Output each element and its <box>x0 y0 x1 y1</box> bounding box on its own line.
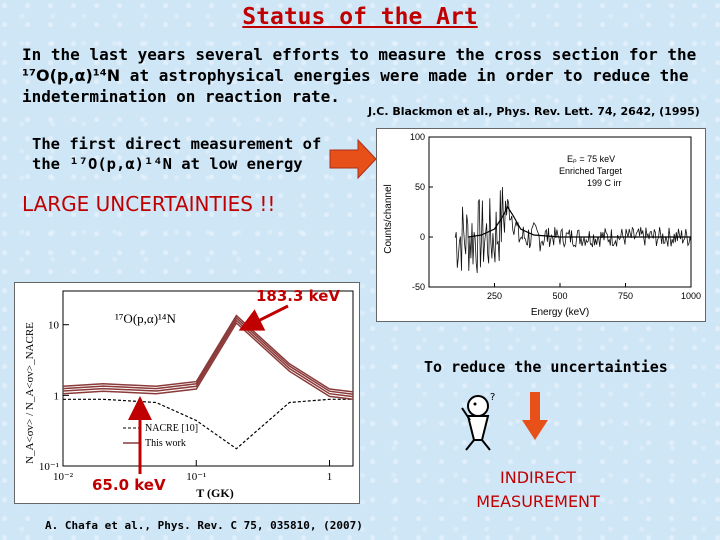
reaction-annotation: ¹⁷O(p,α)¹⁴N <box>115 311 176 326</box>
thiswork-series-line <box>62 321 354 401</box>
intro-line-2: at astrophysical energies were made in o… <box>120 66 689 85</box>
spectrum-fit-line <box>468 205 691 238</box>
x-tick-label: 750 <box>618 291 633 301</box>
question-mark-icon: ? <box>490 392 495 403</box>
spectrum-data-line <box>454 186 692 274</box>
y-tick-label: 50 <box>415 182 425 192</box>
spectrum-chart: Counts/channel Energy (keV) Eₚ = 75 keV … <box>383 132 701 318</box>
resonance-label-65: 65.0 keV <box>92 476 166 494</box>
first-line-2: the ¹⁷O(p,α)¹⁴N at low energy <box>32 155 303 173</box>
legend-irr: 199 C irr <box>587 178 622 188</box>
indirect-line-1: INDIRECT <box>500 468 576 487</box>
reference-chafa: A. Chafa et al., Phys. Rev. C 75, 035810… <box>45 519 363 532</box>
large-uncertainties-label: LARGE UNCERTAINTIES !! <box>22 192 276 216</box>
y-tick-label: 10 <box>48 320 60 332</box>
thinking-person-icon: ? <box>461 392 495 451</box>
y-tick-label: 100 <box>410 132 425 142</box>
x-tick-label: 10⁻² <box>53 471 74 483</box>
right-arrow-icon <box>329 138 377 180</box>
legend-target: Enriched Target <box>559 166 622 176</box>
reduce-uncertainties-text: To reduce the uncertainties <box>424 358 668 376</box>
y-axis-label: N_A<σv> / N_A<σv>_NACRE <box>24 322 36 464</box>
ratio-chart-panel: N_A<σv> / N_A<σv>_NACRE T (GK) ¹⁷O(p,α)¹… <box>14 282 360 504</box>
intro-reaction: ¹⁷O(p,α)¹⁴N <box>22 66 121 85</box>
legend-ep: Eₚ = 75 keV <box>567 154 615 164</box>
intro-line-1: In the last years several efforts to mea… <box>22 45 697 64</box>
y-tick-label: 1 <box>54 390 60 402</box>
y-axis-label: Counts/channel <box>383 184 394 254</box>
reference-blackmon: J.C. Blackmon et al., Phys. Rev. Lett. 7… <box>368 105 700 118</box>
thiswork-series-line <box>62 316 354 395</box>
indirect-measurement-text: INDIRECT MEASUREMENT <box>458 466 618 514</box>
intro-paragraph: In the last years several efforts to mea… <box>22 44 702 107</box>
ratio-chart: N_A<σv> / N_A<σv>_NACRE T (GK) ¹⁷O(p,α)¹… <box>24 290 354 500</box>
x-tick-label: 500 <box>552 291 567 301</box>
thiswork-series-line <box>62 314 354 393</box>
legend-nacre: NACRE [10] <box>145 423 198 434</box>
thiswork-series-line <box>62 319 354 398</box>
plot-area <box>62 290 354 467</box>
resonance-label-183: 183.3 keV <box>256 287 341 305</box>
y-tick-label: -50 <box>412 282 425 292</box>
legend-thiswork: This work <box>145 438 186 449</box>
indirect-line-2: MEASUREMENT <box>476 492 600 511</box>
down-arrow-icon <box>522 392 548 440</box>
nacre-series-line <box>63 398 353 450</box>
x-tick-label: 1000 <box>681 291 701 301</box>
first-line-1: The first direct measurement of <box>32 135 322 153</box>
x-tick-label: 250 <box>487 291 502 301</box>
slide-title: Status of the Art <box>242 4 478 30</box>
x-axis-label: T (GK) <box>196 486 233 500</box>
first-measurement-text: The first direct measurement of the ¹⁷O(… <box>32 134 342 174</box>
intro-line-3: indetermination on reaction rate. <box>22 87 340 106</box>
x-axis-label: Energy (keV) <box>531 307 589 318</box>
y-tick-label: 0 <box>420 232 425 242</box>
spectrum-chart-panel: Counts/channel Energy (keV) Eₚ = 75 keV … <box>376 128 706 322</box>
x-tick-label: 1 <box>327 471 333 483</box>
y-tick-label: 10⁻¹ <box>39 461 59 473</box>
x-tick-label: 10⁻¹ <box>186 471 206 483</box>
